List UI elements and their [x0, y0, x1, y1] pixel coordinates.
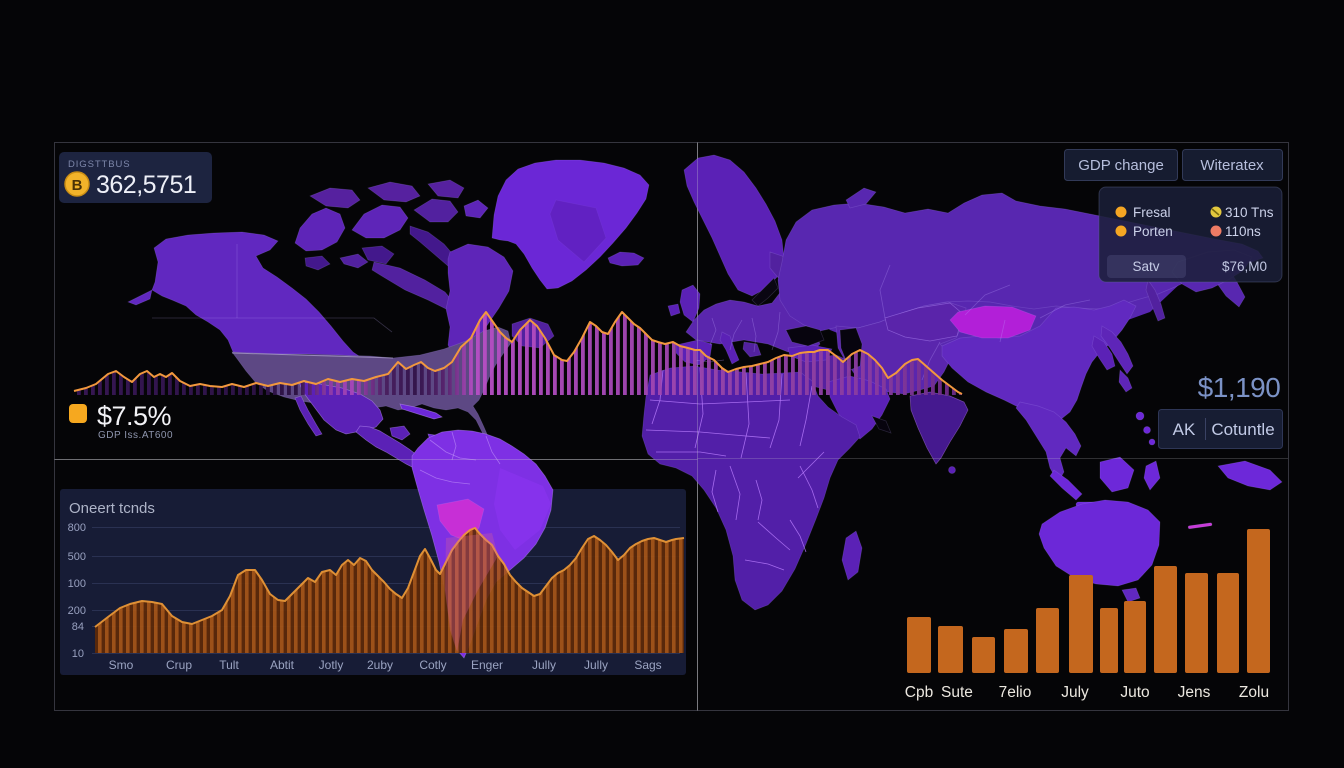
svg-text:GDP Iss.AT600: GDP Iss.AT600 — [98, 430, 173, 441]
svg-text:AK: AK — [1173, 420, 1196, 439]
svg-text:10: 10 — [72, 648, 84, 660]
svg-text:84: 84 — [72, 621, 84, 633]
svg-text:310 Tns: 310 Tns — [1225, 205, 1274, 220]
svg-text:Jully: Jully — [532, 658, 556, 672]
svg-text:Zolu: Zolu — [1239, 684, 1269, 701]
svg-text:Enger: Enger — [471, 658, 503, 672]
svg-text:Crup: Crup — [166, 658, 192, 672]
svg-text:Tult: Tult — [219, 658, 239, 672]
svg-text:Witeratex: Witeratex — [1200, 157, 1264, 174]
svg-text:Juto: Juto — [1120, 684, 1149, 701]
svg-text:$7.5%: $7.5% — [97, 401, 172, 431]
svg-text:Sute: Sute — [941, 684, 973, 701]
svg-text:362,5751: 362,5751 — [96, 171, 196, 199]
svg-text:Jully: Jully — [584, 658, 608, 672]
svg-text:$1,190: $1,190 — [1198, 372, 1281, 403]
svg-text:200: 200 — [68, 605, 86, 617]
svg-text:7elio: 7elio — [999, 684, 1032, 701]
svg-text:DIGSTTBUS: DIGSTTBUS — [68, 159, 130, 170]
svg-text:110ns: 110ns — [1225, 224, 1261, 239]
svg-text:Smo: Smo — [109, 658, 134, 672]
svg-text:Jens: Jens — [1178, 684, 1211, 701]
svg-text:Cotuntle: Cotuntle — [1211, 420, 1274, 439]
svg-text:Sags: Sags — [634, 658, 661, 672]
svg-text:Oneert tcnds: Oneert tcnds — [69, 500, 155, 517]
svg-text:800: 800 — [68, 522, 86, 534]
svg-text:500: 500 — [68, 551, 86, 563]
svg-text:July: July — [1061, 684, 1089, 701]
svg-text:2uby: 2uby — [367, 658, 393, 672]
svg-text:$76,M0: $76,M0 — [1222, 259, 1267, 274]
svg-text:Abtit: Abtit — [270, 658, 295, 672]
svg-text:Satv: Satv — [1132, 259, 1159, 274]
svg-text:100: 100 — [68, 578, 86, 590]
svg-text:Porten: Porten — [1133, 224, 1173, 239]
svg-text:B: B — [72, 177, 83, 194]
svg-text:Jotly: Jotly — [319, 658, 344, 672]
svg-text:Cotly: Cotly — [419, 658, 446, 672]
svg-text:GDP change: GDP change — [1078, 157, 1164, 174]
svg-text:Fresal: Fresal — [1133, 205, 1171, 220]
svg-text:Cpb: Cpb — [905, 684, 933, 701]
